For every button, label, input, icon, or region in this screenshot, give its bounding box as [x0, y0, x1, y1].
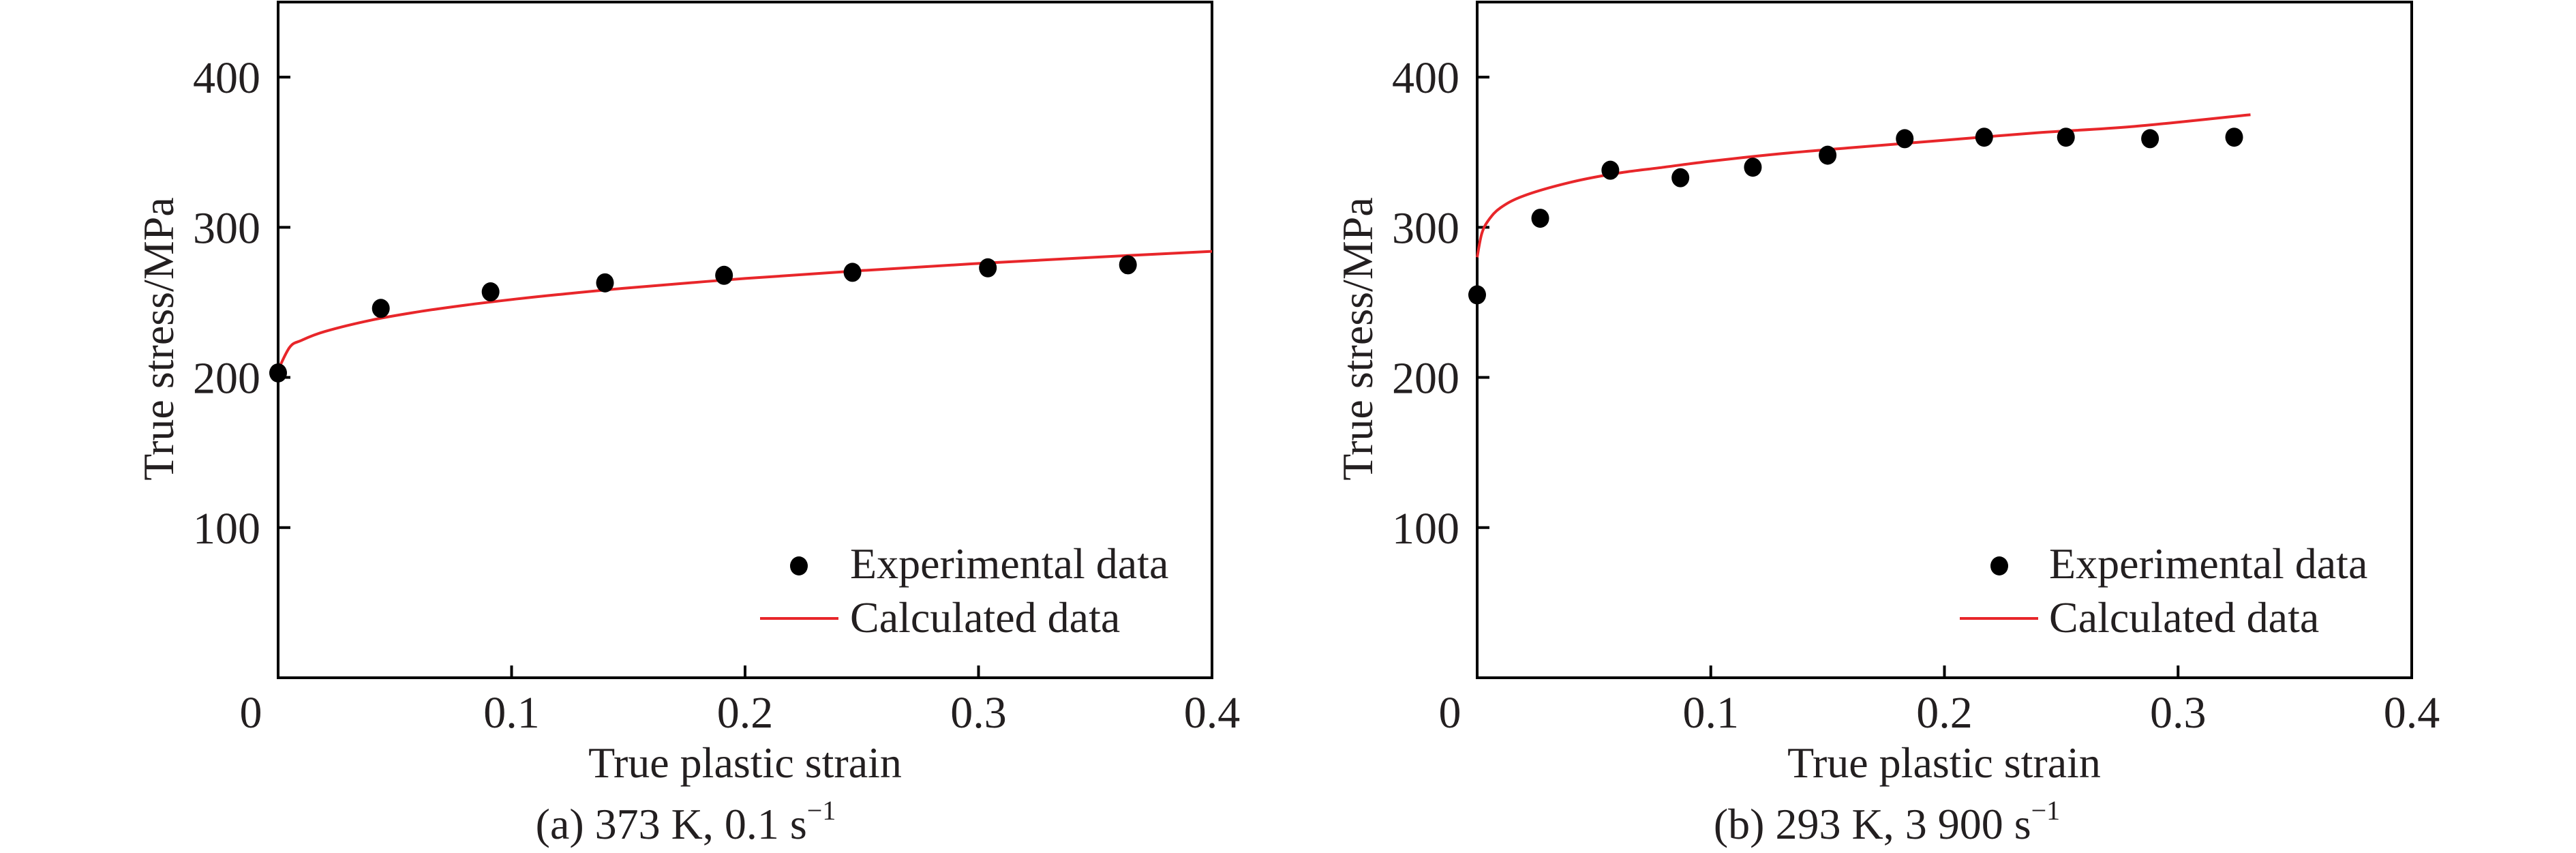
- panel-b-xtick-label: 0.2: [1916, 688, 1973, 738]
- panel-a-calculated-line: [277, 250, 1213, 371]
- panel-a: 100 200 300 400 0 0.1 0.2 0.3 0.4 True stress/MP…: [134, 1, 1241, 848]
- panel-a-ytick-label: 200: [193, 354, 260, 404]
- panel-a-experimental-point: [596, 273, 614, 293]
- panel-a-xtick-label: 0.4: [1184, 688, 1241, 738]
- panel-b-experimental-point: [1601, 160, 1620, 180]
- legend-calculated-label: Calculated data: [2049, 593, 2319, 642]
- panel-b-legend: Experimental data Calculated data: [1960, 539, 2367, 642]
- panel-b-experimental-point: [2141, 129, 2160, 149]
- panel-a-xlabel: True plastic strain: [588, 738, 902, 787]
- panel-a-ytick-label: 100: [193, 504, 260, 554]
- panel-b-caption-main: (b) 293 K, 3 900 s: [1714, 800, 2031, 848]
- legend-experimental-marker: [1990, 556, 2008, 575]
- panel-a-experimental-point: [979, 258, 997, 278]
- panel-a-xtick-label: 0.1: [483, 688, 540, 738]
- panel-b-ytick-label: 400: [1392, 53, 1459, 103]
- panel-a-experimental-point: [372, 299, 390, 318]
- panel-a-caption-superscript: −1: [807, 795, 836, 826]
- panel-a-caption: (a) 373 K, 0.1 s−1: [536, 795, 836, 848]
- panel-a-marks: 100 200 300 400 0 0.1 0.2 0.3 0.4: [193, 1, 1241, 738]
- panel-b: 100 200 300 400 0 0.1 0.2 0.3 0.4 True stress/MP…: [1333, 1, 2440, 848]
- panel-b-experimental-point: [1819, 145, 1837, 165]
- legend-experimental-label: Experimental data: [850, 539, 1168, 588]
- panel-b-caption-superscript: −1: [2031, 795, 2061, 826]
- panel-b-xtick-label: 0.3: [2150, 688, 2207, 738]
- panel-b-ytick-label: 100: [1392, 504, 1459, 554]
- panel-b-experimental-point: [1896, 129, 1914, 149]
- panel-b-experimental-point: [1744, 158, 1762, 177]
- panel-a-ytick-label: 300: [193, 203, 260, 253]
- panel-a-experimental-point: [715, 265, 733, 285]
- legend-calculated-label: Calculated data: [850, 593, 1120, 642]
- panel-b-experimental-point: [2225, 128, 2243, 147]
- panel-b-marks: 100 200 300 400 0 0.1 0.2 0.3 0.4: [1392, 1, 2440, 738]
- panel-b-caption: (b) 293 K, 3 900 s−1: [1714, 795, 2060, 848]
- panel-b-experimental-point: [2057, 128, 2075, 147]
- panel-a-xtick-label: 0.2: [717, 688, 774, 738]
- panel-b-calculated-line: [1476, 113, 2251, 258]
- panel-b-xtick-label: 0.1: [1683, 688, 1740, 738]
- panel-a-xtick-label: 0.3: [950, 688, 1007, 738]
- panel-a-experimental-point: [843, 263, 862, 282]
- panel-b-ytick-label: 200: [1392, 354, 1459, 404]
- panel-a-experimental-point: [1119, 255, 1137, 275]
- panel-b-ytick-label: 300: [1392, 203, 1459, 253]
- panel-b-xlabel: True plastic strain: [1787, 738, 2101, 787]
- panel-a-experimental-point: [481, 282, 500, 302]
- panel-a-caption-main: (a) 373 K, 0.1 s: [536, 800, 807, 848]
- legend-experimental-marker: [790, 556, 808, 575]
- panel-a-ylabel: True stress/MPa: [134, 197, 183, 480]
- panel-b-xtick-label: 0.4: [2384, 688, 2440, 738]
- panel-b-ylabel: True stress/MPa: [1333, 197, 1382, 480]
- panel-b-experimental-point: [1531, 209, 1549, 228]
- panel-b-experimental-point: [1671, 168, 1690, 188]
- panel-a-experimental-point: [269, 363, 287, 383]
- panel-a-legend: Experimental data Calculated data: [760, 539, 1168, 642]
- panel-b-experimental-point: [1468, 285, 1486, 305]
- legend-experimental-label: Experimental data: [2049, 539, 2367, 588]
- panel-a-xtick-label: 0: [240, 688, 262, 738]
- panel-b-xtick-label: 0: [1439, 688, 1461, 738]
- panel-b-experimental-point: [1975, 128, 1993, 147]
- panel-a-ytick-label: 400: [193, 53, 260, 103]
